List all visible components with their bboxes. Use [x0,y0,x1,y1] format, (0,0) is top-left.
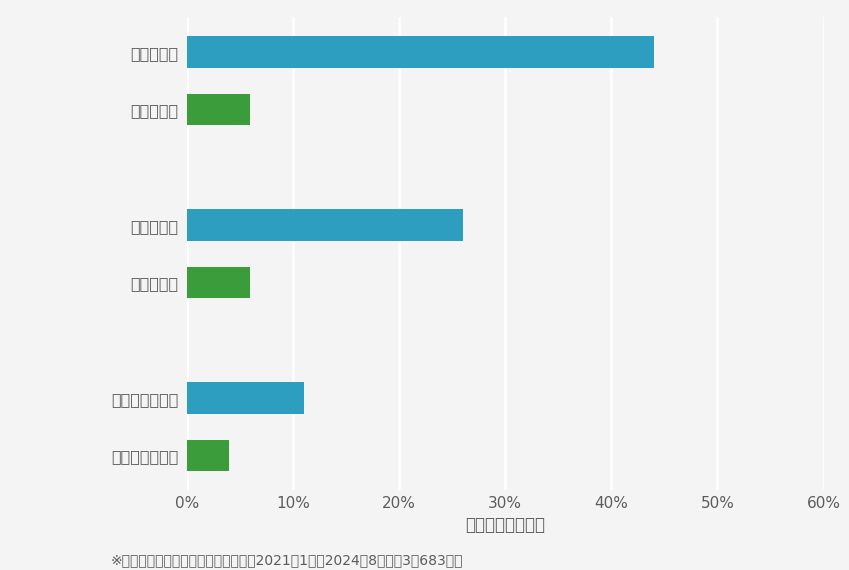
Bar [187,382,304,414]
Text: ※弊社受付の案件を対象に集計（期間2021年1月～2024年8月、計3，683件）: ※弊社受付の案件を対象に集計（期間2021年1月～2024年8月、計3，683件… [110,553,463,567]
X-axis label: 件数の割合（％）: 件数の割合（％） [465,516,545,534]
Bar [187,209,463,241]
Bar [187,439,229,471]
Bar [187,93,250,125]
Bar [187,267,250,298]
Bar [187,36,654,68]
